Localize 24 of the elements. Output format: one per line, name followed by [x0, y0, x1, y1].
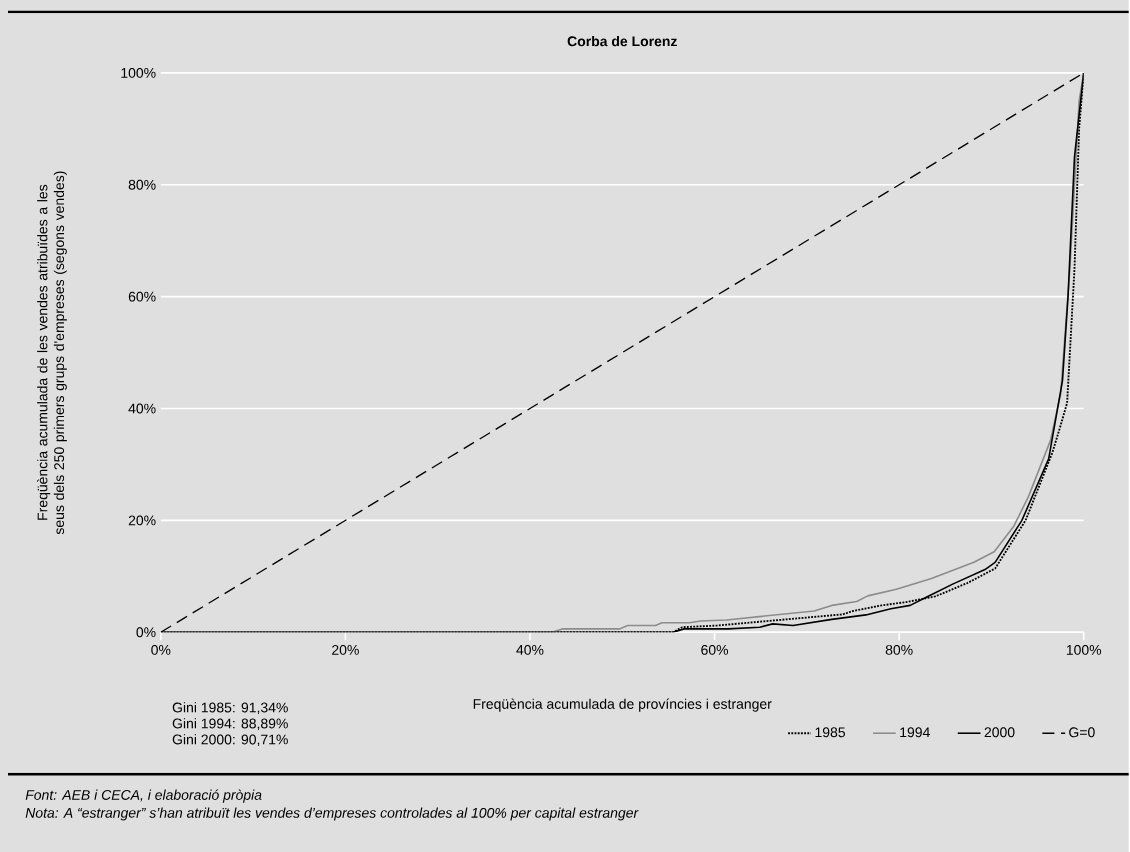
legend-label: 1994 [900, 727, 930, 738]
y-tick-label: 40% [128, 403, 156, 414]
legend-label: G=0 [1069, 727, 1095, 738]
x-tick-label: 0% [151, 644, 171, 655]
text: Nota: A “estranger” s’han atribuït les vendes d’empreses controlades al 100% per capital estranger [25, 807, 639, 821]
y-tick-label: 100% [121, 67, 156, 78]
y-tick-label: 60% [128, 291, 156, 302]
legend-label: 1985 [815, 727, 845, 738]
legend-label: 2000 [984, 727, 1015, 738]
y-tick-label: 0% [136, 627, 156, 638]
text: Gini 2000: 90,71% [172, 734, 288, 747]
x-tick-label: 80% [885, 644, 913, 655]
x-tick-label: 60% [701, 644, 729, 655]
text: Gini 1985: 91,34% [172, 702, 288, 715]
text: Font: AEB i CECA, i elaboració pròpia [25, 789, 262, 803]
x-tick-label: 40% [516, 644, 544, 655]
y-axis-title: Freqüència acumulada de les vendes atribuïdes a les seus dels 250 primers grups d'empreses (segons vendes) [36, 171, 67, 535]
y-tick-label: 80% [128, 179, 156, 190]
x-tick-label: 100% [1066, 644, 1102, 655]
x-axis-title: Freqüència acumulada de províncies i estranger [473, 698, 772, 712]
y-tick-label: 20% [128, 515, 156, 526]
chart-title: Corba de Lorenz [567, 35, 677, 47]
x-tick-label: 20% [332, 644, 359, 655]
text: Gini 1994: 88,89% [172, 718, 288, 731]
